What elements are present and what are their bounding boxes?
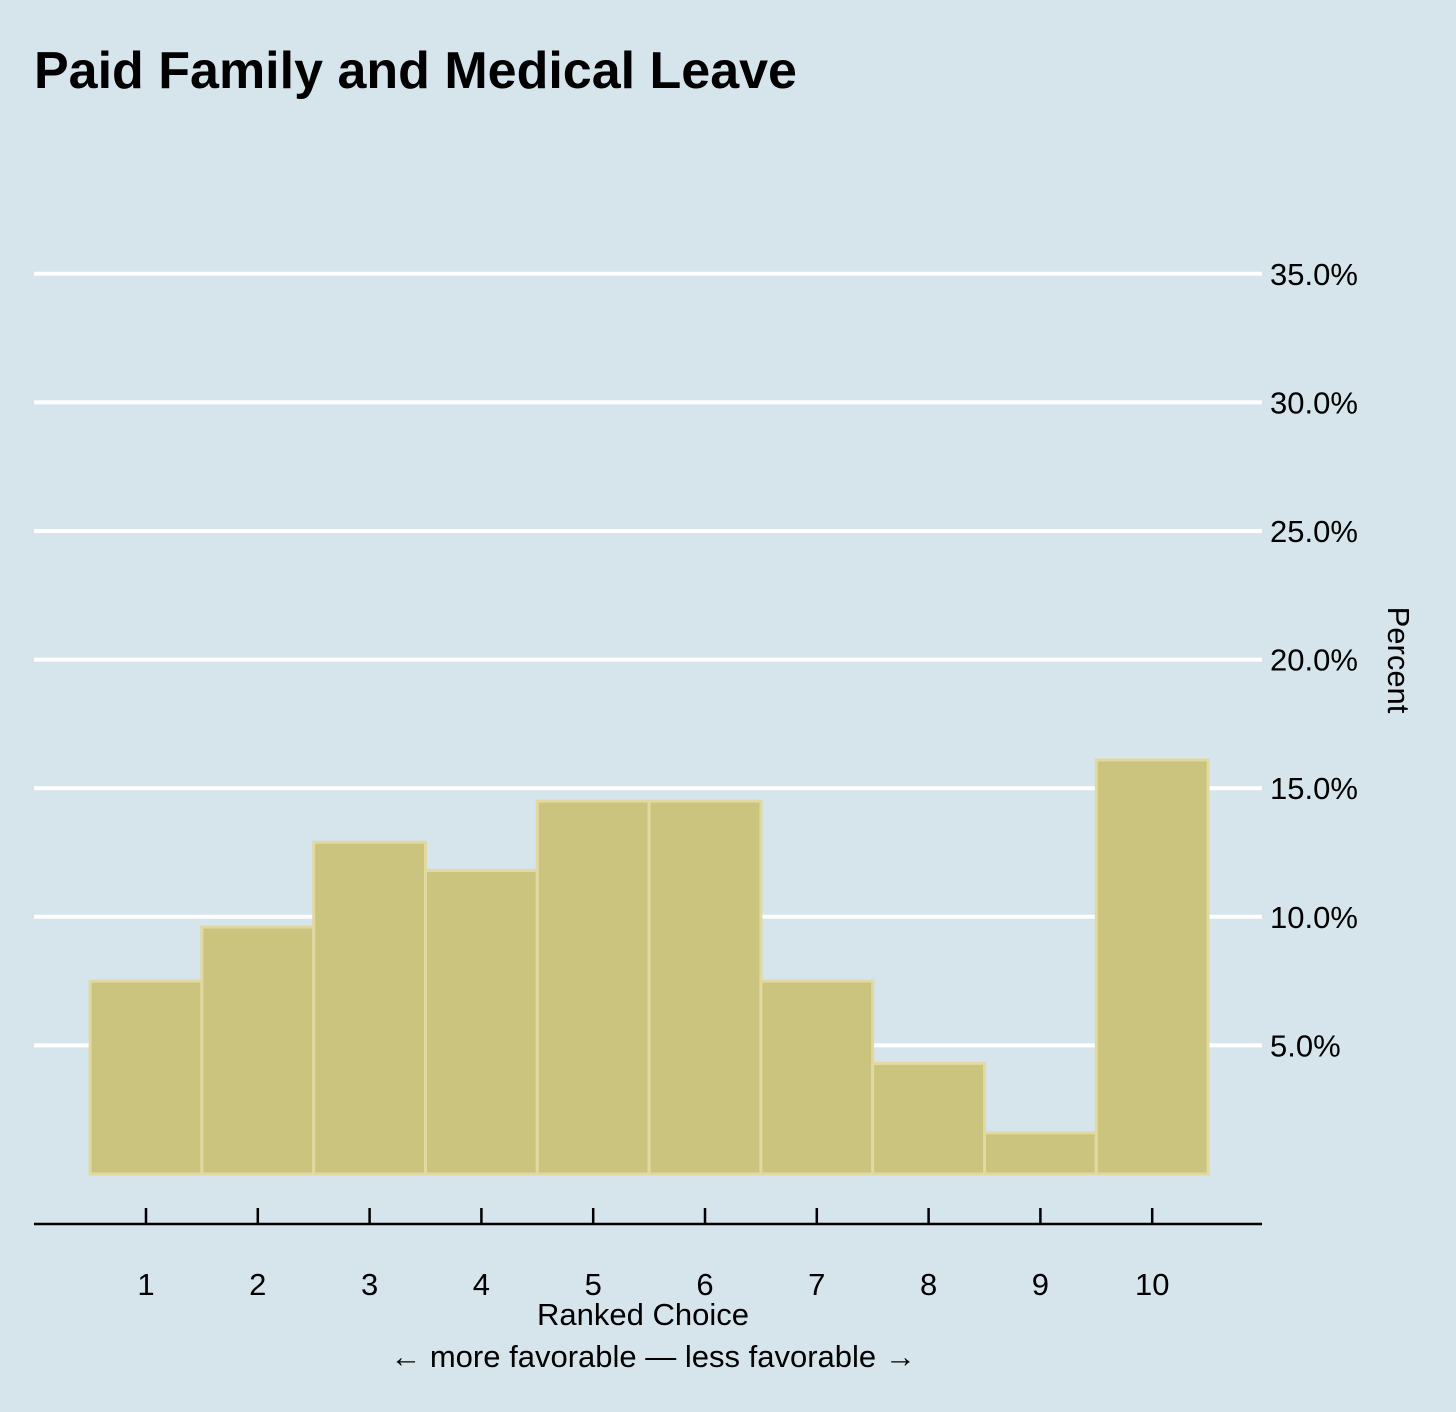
bar <box>983 1131 1098 1176</box>
bar <box>88 979 204 1176</box>
bar <box>424 869 539 1176</box>
y-tick-label: 5.0% <box>1270 1028 1341 1063</box>
y-tick-label: 10.0% <box>1270 900 1358 935</box>
y-axis-label: Percent <box>1381 607 1416 714</box>
bar <box>200 925 316 1176</box>
x-tick-label: 4 <box>473 1267 490 1302</box>
x-tick-label: 9 <box>1032 1267 1049 1302</box>
x-tick-label: 7 <box>808 1267 825 1302</box>
y-tick-label: 20.0% <box>1270 643 1358 678</box>
bar <box>312 840 428 1176</box>
bar <box>759 979 875 1176</box>
y-tick-label: 25.0% <box>1270 514 1358 549</box>
x-tick-label: 1 <box>137 1267 154 1302</box>
x-tick-label: 8 <box>920 1267 937 1302</box>
y-tick-labels: 5.0% 10.0% 15.0% 20.0% 25.0% 30.0% 35.0% <box>1270 257 1358 1064</box>
x-axis-label: Ranked Choice <box>537 1297 749 1332</box>
gridlines <box>34 271 1262 1048</box>
bar <box>535 799 651 1176</box>
bars <box>88 758 1210 1176</box>
x-tick-label: 5 <box>585 1267 602 1302</box>
x-tick-label: 6 <box>696 1267 713 1302</box>
x-tick-label: 3 <box>361 1267 378 1302</box>
x-ticks: 1 2 3 4 5 6 7 8 9 10 <box>137 1208 1169 1302</box>
x-tick-label: 2 <box>249 1267 266 1302</box>
y-tick-label: 35.0% <box>1270 257 1358 292</box>
y-tick-label: 15.0% <box>1270 771 1358 806</box>
x-tick-label: 10 <box>1135 1267 1169 1302</box>
x-axis-sublabel: ← more favorable — less favorable → <box>390 1339 916 1374</box>
bar <box>1094 758 1210 1176</box>
chart-title: Paid Family and Medical Leave <box>34 42 797 100</box>
bar <box>871 1061 987 1176</box>
y-tick-label: 30.0% <box>1270 385 1358 420</box>
bar <box>647 799 763 1176</box>
